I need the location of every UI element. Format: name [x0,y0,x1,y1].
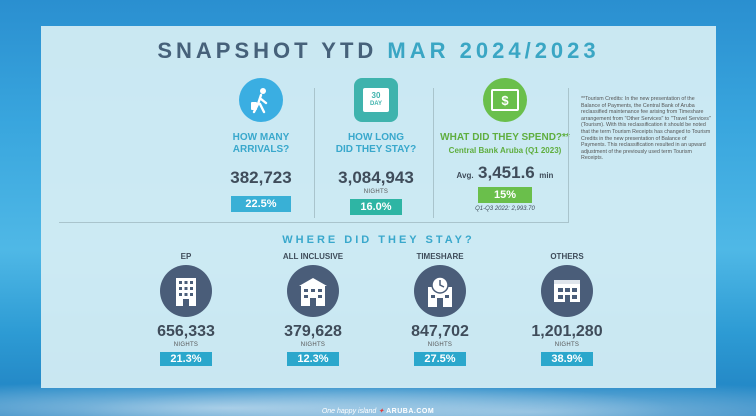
stay-others-label: OTHERS [550,252,584,261]
arrivals-column: HOW MANY ARRIVALS? 382,723 22.5% [206,78,316,212]
building-icon [160,265,212,317]
stay-ep-badge: 21.3% [160,352,212,366]
calendar-label: DAY [369,101,383,107]
stay-all-inclusive-badge: 12.3% [287,352,339,366]
footer-tagline: One happy island [321,408,377,415]
spend-unit: min [539,171,554,180]
stay-all-inclusive-label: ALL INCLUSIVE [282,252,344,261]
footer-site: ARUBA.COM [386,408,435,415]
stay-all-inclusive: ALL INCLUSIVE 379,628 NIGHTS 12.3% [263,252,363,367]
stay-timeshare: TIMESHARE 847,702 NIGHTS 27.5% [390,252,490,367]
section-divider [59,222,569,223]
stay-others-value: 1,201,280 [531,323,603,340]
spend-value-row: Avg. 3,451.6 min [435,163,575,183]
page-title: SNAPSHOT YTD MAR 2024/2023 [41,38,716,64]
stay-unit: NIGHTS [363,189,389,195]
spend-avg-label: Avg. [456,171,474,180]
divider [314,88,315,218]
traveler-icon [239,78,283,122]
stay-all-inclusive-value: 379,628 [284,323,342,340]
stay-others-badge: 38.9% [541,352,593,366]
calendar-day: 30 [371,91,381,100]
title-part2: MAR 2024/2023 [387,38,600,63]
stay-ep-unit: NIGHTS [173,342,199,348]
money-icon: $ [483,78,527,122]
spend-footnote: Q1-Q3 2022: 2,993.70 [475,206,535,212]
arrivals-change-badge: 22.5% [231,196,291,212]
stay-question-line2: DID THEY STAY? [335,144,417,155]
arrivals-value: 382,723 [230,168,292,187]
spend-source: Central Bank Aruba (Q1 2023) [448,146,562,155]
stay-question: HOW LONG DID THEY STAY? [321,132,431,156]
where-title: WHERE DID THEY STAY? [282,234,475,246]
stay-all-inclusive-unit: NIGHTS [300,342,326,348]
stay-value: 3,084,943 [338,168,414,187]
spend-question: WHAT DID THEY SPEND?** [440,132,570,143]
stay-timeshare-value: 847,702 [411,323,469,340]
house-icon [541,265,593,317]
divider [433,88,434,218]
stay-column: 30 DAY HOW LONG DID THEY STAY? 3,084,943… [321,78,431,215]
stay-others-unit: NIGHTS [554,342,580,348]
tourism-credits-note: **Tourism Credits: In the new presentati… [581,96,711,162]
stay-others: OTHERS 1,201,280 NIGHTS 38.9% [517,252,617,367]
stay-change-badge: 16.0% [350,199,402,215]
resort-icon [287,265,339,317]
divider [568,88,569,222]
stay-question-line1: HOW LONG [347,132,405,143]
spend-value: 3,451.6 [478,163,535,182]
stay-ep: EP 656,333 NIGHTS 21.3% [136,252,236,367]
stay-timeshare-label: TIMESHARE [416,252,464,261]
calendar-icon: 30 DAY [354,78,398,122]
stay-ep-value: 656,333 [157,323,215,340]
spend-change-badge: 15% [477,187,533,203]
arrivals-question: HOW MANY ARRIVALS? [232,132,290,155]
stay-ep-label: EP [180,252,192,261]
title-part1: SNAPSHOT YTD [157,38,378,63]
clock-building-icon [414,265,466,317]
stay-timeshare-badge: 27.5% [414,352,466,366]
footer: One happy island ✦ ARUBA.COM [0,407,756,415]
spend-column: $ WHAT DID THEY SPEND?** Central Bank Ar… [435,78,575,212]
stay-timeshare-unit: NIGHTS [427,342,453,348]
aruba-logo-icon: ✦ [378,408,385,415]
snapshot-panel: SNAPSHOT YTD MAR 2024/2023 HOW MANY ARRI… [41,26,716,388]
